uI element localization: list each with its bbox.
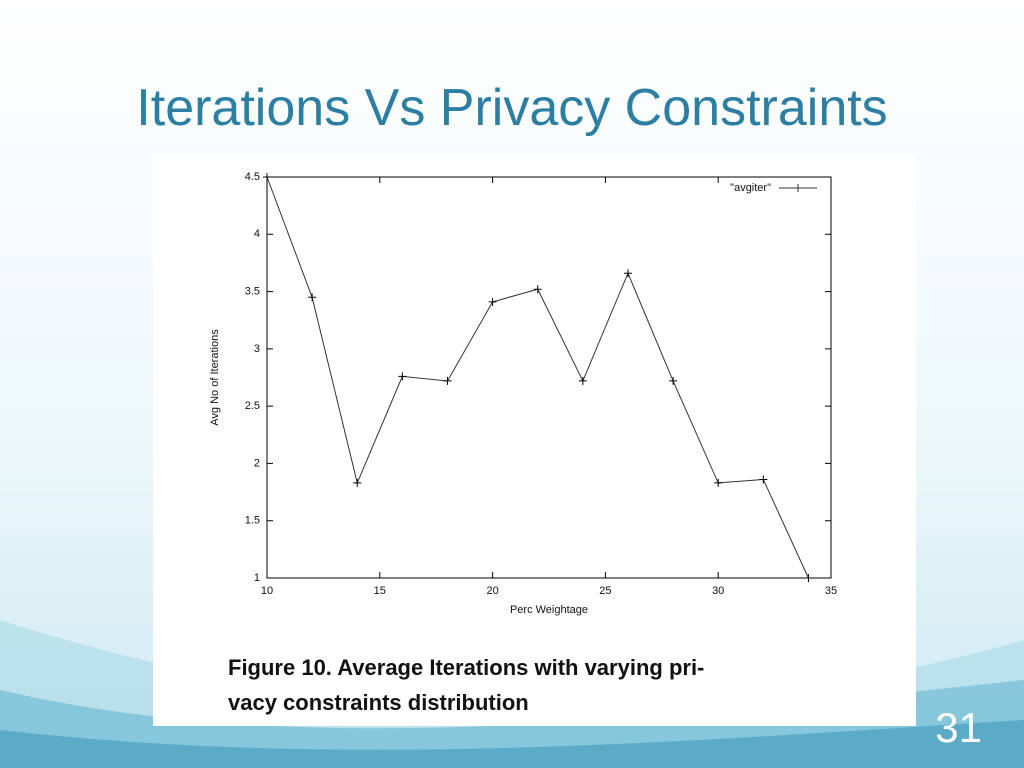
- x-tick-label: 35: [825, 585, 837, 597]
- point-marker: [398, 372, 407, 381]
- y-tick-label: 3.5: [245, 285, 260, 297]
- y-axis-label: Avg No of Iterations: [209, 329, 221, 426]
- point-marker: [488, 297, 497, 306]
- point-marker: [443, 376, 452, 385]
- point-marker: [533, 285, 542, 294]
- chart: 10 15 20 25 30 35 1 1.5 2 2.5 3 3.5 4 4.5 Perc Weighta…: [209, 171, 837, 616]
- point-marker: [308, 293, 317, 302]
- caption-line: Figure 10. Average Iterations with varyi…: [228, 655, 704, 680]
- y-tick-label: 1.5: [245, 515, 260, 527]
- y-tick-label: 4.5: [245, 171, 260, 183]
- point-marker: [263, 173, 271, 181]
- x-axis-label: Perc Weightage: [510, 604, 588, 616]
- point-marker: [714, 478, 723, 487]
- plot-frame: [266, 176, 832, 579]
- legend-swatch: [779, 184, 817, 192]
- x-tick-label: 15: [374, 585, 386, 597]
- figure-panel: [153, 155, 916, 726]
- x-tick-label: 20: [486, 585, 498, 597]
- point-marker: [623, 269, 632, 278]
- slide-title: Iterations Vs Privacy Constraints: [136, 79, 887, 137]
- point-marker: [669, 376, 678, 385]
- point-marker: [578, 376, 587, 385]
- legend-label: "avgiter": [730, 182, 771, 194]
- y-tick-label: 2: [254, 457, 260, 469]
- point-marker: [804, 574, 813, 582]
- y-tick-label: 2.5: [245, 400, 260, 412]
- x-tick-label: 10: [261, 585, 273, 597]
- x-tick-label: 25: [599, 585, 611, 597]
- y-tick-label: 4: [254, 228, 260, 240]
- wave: [0, 720, 1024, 768]
- point-marker: [353, 478, 362, 487]
- x-tick-label: 30: [712, 585, 724, 597]
- y-tick-label: 3: [254, 343, 260, 355]
- y-tick-label: 1: [254, 572, 260, 584]
- caption-line: vacy constraints distribution: [228, 690, 529, 715]
- point-marker: [759, 475, 768, 484]
- page-number: 31: [935, 704, 982, 751]
